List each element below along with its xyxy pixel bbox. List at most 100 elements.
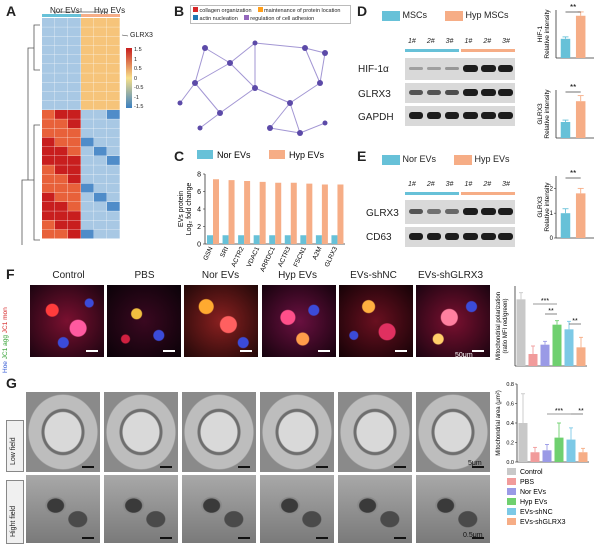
y-tick-label: 2 xyxy=(550,186,554,192)
bar xyxy=(275,182,282,244)
panel-label-b: B xyxy=(174,3,185,19)
legend-item-collagen: collagen organization xyxy=(193,7,252,14)
y-tick-label: 0.0 xyxy=(506,460,514,466)
y-tick-label: 4 xyxy=(197,207,201,214)
legend-label: EVs-shNC xyxy=(520,509,553,516)
bar xyxy=(284,235,291,244)
bar xyxy=(269,235,276,244)
heatmap-legend-bar xyxy=(126,48,132,108)
chart-d: **HIF-1 Relative intensity**GLRX3 Relative… xyxy=(537,3,594,139)
legend-swatch xyxy=(507,488,516,495)
bar xyxy=(300,235,307,244)
heatmap-legend-ticks: 1.5 1 0.5 0 -0.5 -1 -1.5 xyxy=(134,46,143,113)
network-legend: collagen organization maintenance of pro… xyxy=(190,5,351,24)
bar xyxy=(552,324,562,366)
blot-e-groupbar-hyp xyxy=(461,192,515,195)
scale-bar xyxy=(238,537,250,539)
bar xyxy=(516,299,526,366)
legend-nor-evs: Nor EVs xyxy=(382,154,436,165)
bar xyxy=(228,180,235,244)
legend-label: Nor EVs xyxy=(217,150,251,160)
bar xyxy=(564,329,574,366)
fluorescence-image-6 xyxy=(416,285,490,357)
tem-low-1 xyxy=(26,392,100,472)
bar xyxy=(578,452,588,462)
blot-d-hif xyxy=(405,58,515,80)
tem-high-3 xyxy=(182,475,256,543)
y-axis-label-2: Relative intensity xyxy=(544,89,551,139)
y-axis-label-1: Mitochondrial polarization xyxy=(496,292,502,360)
scale-bar xyxy=(318,350,330,352)
f-group-shglrx3: EVs-shGLRX3 xyxy=(418,270,484,281)
y-tick-label: 1 xyxy=(550,211,554,217)
blot-e-row-label-cd63: CD63 xyxy=(366,232,392,243)
x-tick-label: ACTR3 xyxy=(277,246,293,269)
scale-bar xyxy=(86,350,98,352)
y-tick-label: 0 xyxy=(197,242,201,249)
legend-label: PBS xyxy=(520,479,534,486)
x-tick-label: FSCN1 xyxy=(293,246,309,269)
scale-bar xyxy=(160,537,172,539)
panel-label-f: F xyxy=(6,266,15,282)
bar xyxy=(331,235,338,244)
y-tick-label: 8 xyxy=(197,172,201,179)
y-tick-label: 0.4 xyxy=(506,421,514,427)
y-tick-label: 6 xyxy=(197,189,201,196)
y-axis-label-1: Mitochondrial area (μm²) xyxy=(496,390,502,455)
blot-e-glrx3 xyxy=(405,200,515,224)
bar xyxy=(253,235,260,244)
bar xyxy=(337,184,344,244)
heatmap xyxy=(21,8,129,245)
legend-label: Nor EVs xyxy=(520,489,547,496)
bar xyxy=(290,182,297,244)
scale-bar xyxy=(82,537,94,539)
scale-bar xyxy=(395,350,407,352)
blot-d-row-label-gapdh: GAPDH xyxy=(358,112,394,123)
tem-low-2 xyxy=(104,392,178,472)
chart-g: 0.00.20.40.60.8*** **Mitochondrial area (… xyxy=(496,382,589,526)
scale-bar xyxy=(394,466,406,468)
blot-d-legend: MSCs Hyp MSCs xyxy=(382,10,509,21)
tem-low-4 xyxy=(260,392,334,472)
g-row-label-high: Hight field xyxy=(6,480,24,544)
blot-d-lanes: 1# 2# 3# 1# 2# 3# xyxy=(408,38,510,45)
bar xyxy=(306,183,313,244)
f-side-mon: JC1 mon xyxy=(2,307,9,334)
x-tick-label: ARRDC1 xyxy=(259,246,277,274)
y-tick-label: 0.8 xyxy=(506,382,514,388)
blot-e-row-label-glrx3: GLRX3 xyxy=(366,208,399,219)
legend-tick: -1.5 xyxy=(134,104,144,110)
significance-label: ** xyxy=(578,408,584,415)
f-side-hoe: Hoe xyxy=(2,361,9,373)
fluorescence-image-3 xyxy=(184,285,258,357)
legend-item-maintenance: maintenance of protein location xyxy=(257,7,341,14)
y-tick-label: 0.2 xyxy=(506,441,514,447)
f-group-shnc: EVs-shNC xyxy=(350,270,397,281)
legend-label: EVs-shGLRX3 xyxy=(520,519,566,526)
panel-label-g: G xyxy=(6,375,17,391)
bar xyxy=(315,235,322,244)
panel-label-d: D xyxy=(357,3,368,19)
significance-label: ** xyxy=(570,3,576,12)
bar xyxy=(530,452,540,462)
legend-swatch xyxy=(197,150,213,159)
bar xyxy=(238,235,245,244)
scale-bar xyxy=(82,466,94,468)
network-graph xyxy=(177,40,328,136)
g-row-label-low: Low field xyxy=(6,420,24,472)
y-tick-label: 0 xyxy=(550,236,554,242)
x-tick-label: GSN xyxy=(202,246,214,262)
blot-d-row-label-glrx3: GLRX3 xyxy=(358,89,391,100)
blot-d-row-label-hif: HIF-1α xyxy=(358,64,389,75)
f-group-pbs: PBS xyxy=(134,270,155,281)
bar xyxy=(222,235,229,244)
chart-f: *******Mitochondrial polarization (ratio … xyxy=(496,286,587,367)
tem-high-1 xyxy=(26,475,100,543)
x-tick-label: A2M xyxy=(311,246,323,261)
fluorescence-image-5 xyxy=(339,285,413,357)
significance-label: ** xyxy=(548,308,554,315)
x-tick-label: VDAC1 xyxy=(246,246,262,269)
panel-label-a: A xyxy=(6,3,17,19)
blot-d-gapdh xyxy=(405,106,515,126)
y-axis-label-1: GLRX3 xyxy=(537,196,544,218)
